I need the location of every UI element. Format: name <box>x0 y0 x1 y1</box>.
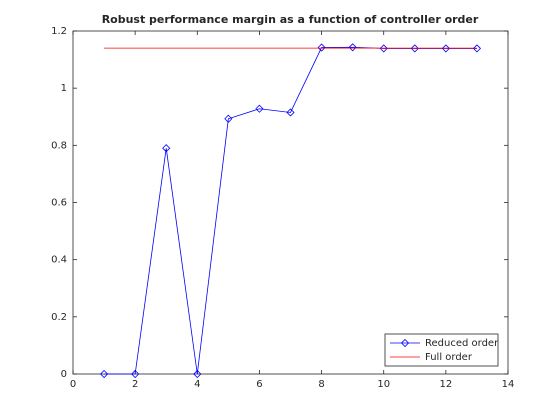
y-tick-label: 0.4 <box>51 255 67 266</box>
data-point <box>441 44 450 53</box>
y-tick-label: 0.6 <box>51 198 67 209</box>
x-tick-label: 4 <box>194 379 200 390</box>
y-tick-label: 0 <box>61 369 67 380</box>
legend-label: Full order <box>425 352 473 363</box>
data-point <box>100 369 109 379</box>
plot-area <box>72 30 509 375</box>
data-point <box>348 43 357 52</box>
x-tick-label: 10 <box>377 379 390 390</box>
y-tick-label: 1 <box>61 83 67 94</box>
y-tick-label: 0.2 <box>51 312 67 323</box>
y-tick-label: 0.8 <box>51 140 67 151</box>
x-tick-label: 14 <box>502 379 515 390</box>
data-point <box>193 369 202 379</box>
chart-title: Robust performance margin as a function … <box>102 13 479 26</box>
data-point <box>131 369 140 379</box>
data-point <box>379 44 388 53</box>
data-point <box>224 114 233 123</box>
data-point <box>410 44 419 53</box>
legend-label: Reduced order <box>425 338 499 349</box>
x-tick-label: 2 <box>132 379 138 390</box>
y-tick-label: 1.2 <box>51 26 67 37</box>
data-point <box>472 44 481 53</box>
x-tick-label: 12 <box>439 379 452 390</box>
data-point <box>162 144 171 153</box>
legend-box <box>384 333 499 367</box>
data-point <box>286 108 295 117</box>
legend-marker <box>400 338 410 348</box>
data-point <box>255 104 264 113</box>
x-tick-label: 6 <box>256 379 262 390</box>
x-tick-label: 8 <box>318 379 324 390</box>
data-point <box>317 43 326 52</box>
x-tick-label: 0 <box>70 379 76 390</box>
